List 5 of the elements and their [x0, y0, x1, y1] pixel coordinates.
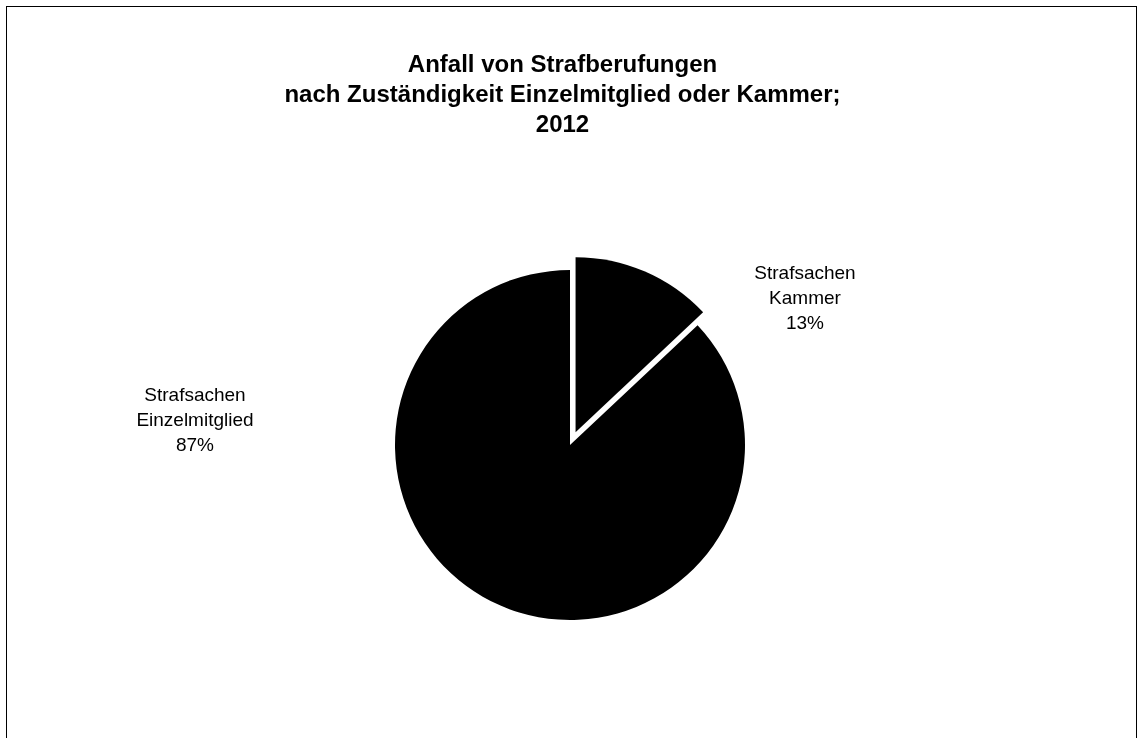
slice-label: Strafsachen Kammer	[754, 261, 856, 308]
data-label: 13%	[785, 311, 825, 333]
data-label: 87%	[175, 434, 215, 456]
slice-label: Strafsachen Einzelmitglied	[136, 384, 254, 431]
chart-title: Anfall von Strafberufungen nach Zuständigkeit Einzelmitglied oder Kammer; 2012	[284, 50, 841, 137]
